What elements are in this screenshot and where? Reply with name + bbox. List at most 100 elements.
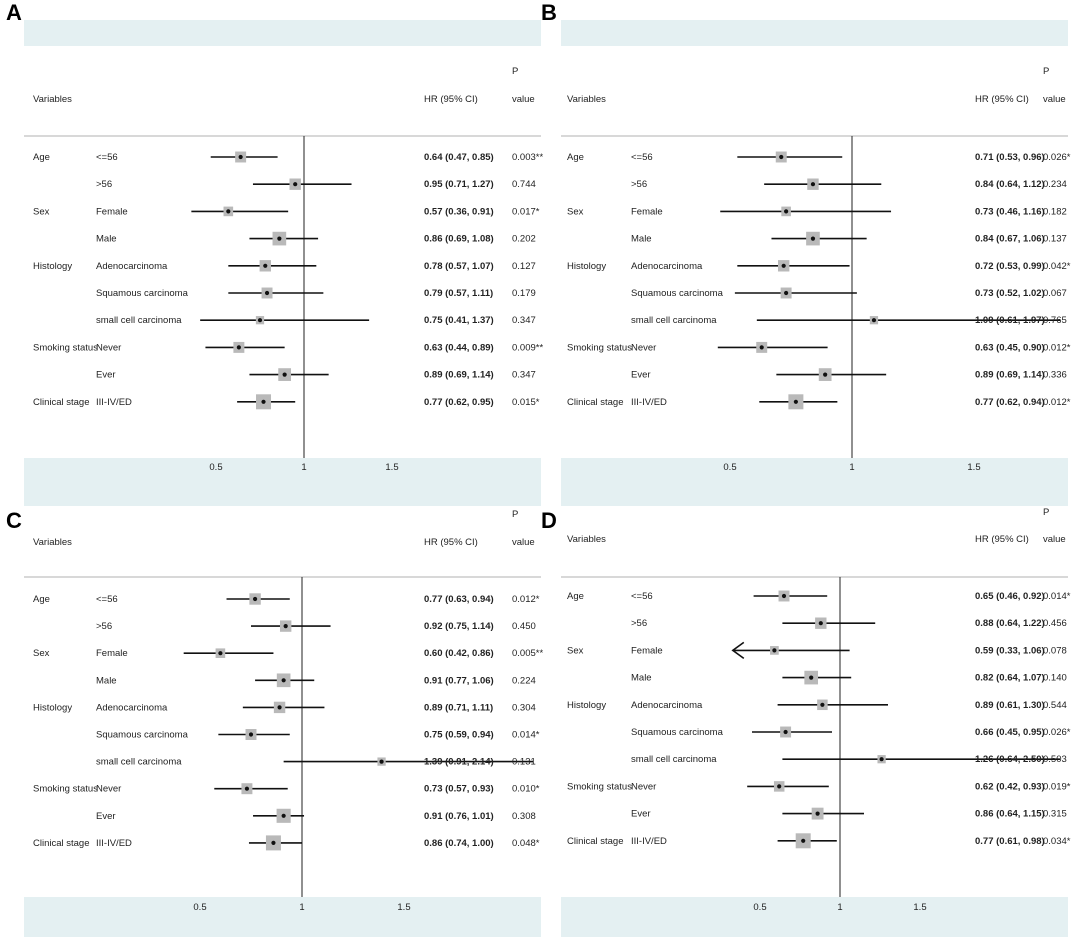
p-value: 0.048* [512,838,540,849]
p-value: 0.347 [512,370,536,381]
row-subgroup-label: Adenocarcinoma [631,700,703,711]
axis-band [24,897,541,937]
p-value: 0.015* [512,397,540,408]
p-value: 0.127 [512,261,536,272]
point-estimate [283,624,288,629]
point-estimate [281,678,286,683]
hr-ci-value: 0.95 (0.71, 1.27) [424,179,494,190]
row-subgroup-label: >56 [631,179,647,190]
p-value: 0.304 [512,702,536,713]
row-subgroup-label: Male [96,675,117,686]
row-subgroup-label: Female [96,206,128,217]
hr-ci-value: 0.88 (0.64, 1.22) [975,618,1045,629]
forest-row: Squamous carcinoma 0.66 (0.45, 0.95)0.026… [631,726,1071,738]
x-tick-label: 0.5 [209,462,222,473]
header-variables: Variables [567,534,606,545]
point-estimate [252,596,258,602]
row-subgroup-label: Adenocarcinoma [631,261,703,272]
forest-row: Male 0.86 (0.69, 1.08) 0.202 [96,231,536,246]
forest-row: Histology Adenocarcinoma 0.78 (0.57, 1.07)… [33,260,536,272]
forest-row: Male 0.84 (0.67, 1.06)0.137 [631,231,1067,246]
hr-ci-value: 0.92 (0.75, 1.14) [424,621,494,632]
point-estimate [809,675,814,680]
axis-band [24,458,541,506]
header-value: value [512,94,535,105]
hr-ci-value: 0.57 (0.36, 0.91) [424,206,494,217]
forest-row: Clinical stage III-IV/ED 0.77 (0.61, 0.98)… [567,833,1071,849]
point-estimate [784,209,789,214]
row-group-label: Clinical stage [567,836,624,847]
row-group-label: Sex [33,648,50,659]
hr-ci-value: 0.89 (0.69, 1.14) [424,370,494,381]
row-subgroup-label: <=56 [96,594,118,605]
row-group-label: Sex [33,206,50,217]
p-value: 0.131 [512,757,536,768]
row-subgroup-label: Ever [631,809,651,820]
row-subgroup-label: Never [96,784,121,795]
row-subgroup-label: <=56 [631,591,653,602]
point-estimate [226,209,231,214]
x-tick-label: 1.5 [913,902,926,913]
row-group-label: Age [33,594,50,605]
forest-row: Clinical stage III-IV/ED 0.86 (0.74, 1.00)… [33,835,540,851]
hr-ci-value: 0.73 (0.57, 0.93) [424,784,494,795]
p-value: 0.765 [1043,315,1067,326]
p-value: 0.010* [512,784,540,795]
row-group-label: Sex [567,206,584,217]
forest-row: >56 0.88 (0.64, 1.22)0.456 [631,617,1067,629]
forest-row: >56 0.92 (0.75, 1.14) 0.450 [96,620,536,632]
hr-ci-value: 0.71 (0.53, 0.96) [975,152,1045,163]
x-tick-label: 1.5 [385,462,398,473]
row-subgroup-label: Female [631,645,663,656]
point-estimate [236,345,241,350]
point-estimate [277,705,282,710]
point-estimate [784,290,789,296]
point-estimate [779,154,784,160]
point-estimate [238,154,243,160]
row-subgroup-label: small cell carcinoma [631,754,717,765]
p-value: 0.336 [1043,370,1067,381]
point-estimate [818,621,823,626]
forest-row: >56 0.95 (0.71, 1.27) 0.744 [96,178,536,190]
panel-letter-a: A [6,0,22,25]
forest-row: Ever 0.89 (0.69, 1.14) 0.347 [96,368,536,381]
forest-row: Smoking status Never 0.63 (0.45, 0.90)0.01… [567,341,1071,353]
forest-row: Histology Adenocarcinoma 0.89 (0.71, 1.11)… [33,701,536,713]
x-tick-label: 0.5 [723,462,736,473]
forest-row: Sex Female 0.73 (0.46, 1.16)0.182 [567,206,1067,217]
hr-ci-value: 0.89 (0.71, 1.11) [424,702,493,713]
hr-ci-value: 0.72 (0.53, 0.99) [975,261,1045,272]
row-group-label: Clinical stage [33,838,90,849]
p-value: 0.014* [1043,591,1071,602]
hr-ci-value: 0.89 (0.69, 1.14) [975,370,1045,381]
point-estimate [820,702,825,707]
forest-row: Ever 0.89 (0.69, 1.14)0.336 [631,368,1067,381]
row-subgroup-label: III-IV/ED [96,838,132,849]
p-value: 0.012* [1043,342,1071,353]
panel-c: C [0,480,540,939]
point-estimate [248,732,254,737]
row-group-label: Histology [33,261,72,272]
row-subgroup-label: Squamous carcinoma [631,727,724,738]
hr-ci-value: 0.78 (0.57, 1.07) [424,261,494,272]
point-estimate [801,838,806,843]
x-tick-label: 1 [301,462,306,473]
row-subgroup-label: Ever [96,811,116,822]
row-subgroup-label: Squamous carcinoma [96,288,189,299]
panel-b: B [535,0,1072,480]
header-p: P [512,509,518,520]
p-value: 0.078 [1043,645,1067,656]
p-value: 0.308 [512,811,536,822]
header-hr: HR (95% CI) [975,534,1029,545]
panel-letter-c: C [6,508,22,533]
point-estimate [264,290,270,296]
header-hr: HR (95% CI) [424,537,478,548]
hr-ci-value: 0.77 (0.63, 0.94) [424,594,494,605]
header-value: value [512,537,535,548]
row-subgroup-label: III-IV/ED [631,836,667,847]
row-group-label: Histology [33,702,72,713]
